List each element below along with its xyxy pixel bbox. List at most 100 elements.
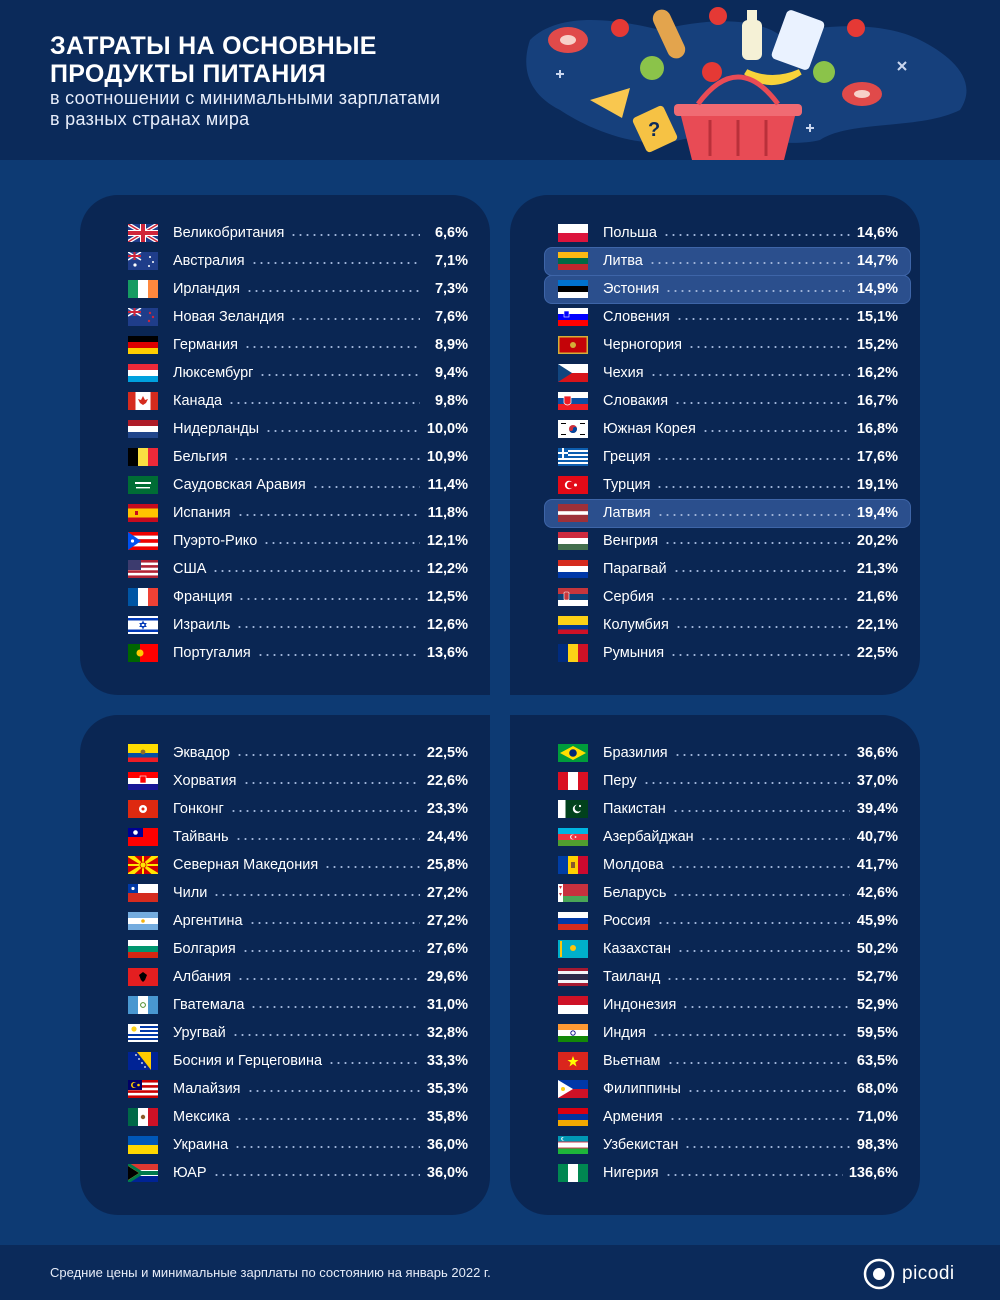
flag-au-icon <box>128 252 158 270</box>
flag-cl-icon <box>128 884 158 902</box>
data-label: 27,2% <box>426 913 468 929</box>
flag-py-icon <box>558 560 588 578</box>
flag-es-icon <box>128 504 158 522</box>
data-label: 36,6% <box>856 745 898 761</box>
country-name: Узбекистан <box>603 1137 679 1153</box>
list-item: Албания 29,6% <box>128 963 468 991</box>
country-name: Пуэрто-Рико <box>173 533 258 549</box>
country-name: Гватемала <box>173 997 245 1013</box>
data-label: 71,0% <box>856 1109 898 1125</box>
data-label: 12,5% <box>426 589 468 605</box>
dot-leader <box>673 754 850 756</box>
flag-uy-icon <box>128 1024 158 1042</box>
list-item: Парагвай 21,3% <box>558 555 898 583</box>
flag-pt-icon <box>128 644 158 662</box>
list-item: Нигерия 136,6% <box>558 1159 898 1187</box>
dot-leader <box>665 290 850 292</box>
dot-leader <box>664 1174 843 1176</box>
flag-mk-icon <box>128 856 158 874</box>
data-label: 9,4% <box>434 365 468 381</box>
dot-leader <box>672 894 850 896</box>
list-item: Южная Корея 16,8% <box>558 415 898 443</box>
list-item: Нидерланды 10,0% <box>128 415 468 443</box>
list-item: Перу 37,0% <box>558 767 898 795</box>
dot-leader <box>674 626 850 628</box>
data-label: 25,8% <box>426 857 468 873</box>
flag-md-icon <box>558 856 588 874</box>
data-label: 22,5% <box>426 745 468 761</box>
dot-leader <box>250 262 420 264</box>
flag-pl-icon <box>558 224 588 242</box>
country-name: Нигерия <box>603 1165 659 1181</box>
list-item: Литва 14,7% <box>544 247 911 276</box>
dot-leader <box>656 458 850 460</box>
flag-lt-icon <box>558 252 588 270</box>
list-item: Саудовская Аравия 11,4% <box>128 471 468 499</box>
dot-leader <box>236 626 420 628</box>
country-name: Черногория <box>603 337 682 353</box>
dot-leader <box>231 1034 420 1036</box>
country-name: Польша <box>603 225 657 241</box>
list-item: Таиланд 52,7% <box>558 963 898 991</box>
list-item: Великобритания 6,6% <box>128 219 468 247</box>
list-item: Германия 8,9% <box>128 331 468 359</box>
country-name: Люксембург <box>173 365 254 381</box>
ranking-panel-1: Великобритания 6,6% Австралия 7,1% Ирландия 7… <box>80 195 490 695</box>
list-item: Филиппины 68,0% <box>558 1075 898 1103</box>
footnote: Средние цены и минимальные зарплаты по с… <box>50 1265 491 1280</box>
data-label: 14,9% <box>856 281 898 297</box>
country-name: Босния и Герцеговина <box>173 1053 323 1069</box>
data-label: 21,6% <box>856 589 898 605</box>
flag-lu-icon <box>128 364 158 382</box>
list-item: Испания 11,8% <box>128 499 468 527</box>
flag-lv-icon <box>558 504 588 522</box>
data-label: 21,3% <box>856 561 898 577</box>
list-item: Сербия 21,6% <box>558 583 898 611</box>
data-label: 35,8% <box>426 1109 468 1125</box>
data-label: 40,7% <box>856 829 898 845</box>
dot-leader <box>669 866 850 868</box>
list-item: Гватемала 31,0% <box>128 991 468 1019</box>
data-label: 16,8% <box>856 421 898 437</box>
list-item: Болгария 27,6% <box>128 935 468 963</box>
steak-icon <box>842 82 882 106</box>
list-item: Казахстан 50,2% <box>558 935 898 963</box>
dot-leader <box>648 262 850 264</box>
country-name: Аргентина <box>173 913 243 929</box>
flag-us-icon <box>128 560 158 578</box>
flag-ie-icon <box>128 280 158 298</box>
dot-leader <box>242 782 420 784</box>
dot-leader <box>668 1118 850 1120</box>
dot-leader <box>670 654 850 656</box>
data-label: 32,8% <box>426 1025 468 1041</box>
list-item: Узбекистан 98,3% <box>558 1131 898 1159</box>
flag-my-icon <box>128 1080 158 1098</box>
list-item: Канада 9,8% <box>128 387 468 415</box>
list-item: Россия 45,9% <box>558 907 898 935</box>
country-name: Северная Македония <box>173 857 319 873</box>
list-item: Гонконг 23,3% <box>128 795 468 823</box>
flag-fr-icon <box>128 588 158 606</box>
data-label: 27,6% <box>426 941 468 957</box>
country-name: Бельгия <box>173 449 228 465</box>
country-name: Мексика <box>173 1109 230 1125</box>
dot-leader <box>671 810 850 812</box>
basket-icon <box>674 74 802 160</box>
data-label: 7,6% <box>434 309 468 325</box>
flag-ee-icon <box>558 280 588 298</box>
page-subtitle: в соотношении с минимальными зарплатами … <box>50 88 441 129</box>
flag-ba-icon <box>128 1052 158 1070</box>
data-label: 15,1% <box>856 309 898 325</box>
country-name: Израиль <box>173 617 231 633</box>
data-label: 39,4% <box>856 801 898 817</box>
data-label: 10,9% <box>426 449 468 465</box>
flag-sa-icon <box>128 476 158 494</box>
data-label: 45,9% <box>856 913 898 929</box>
picodi-logo-icon <box>863 1258 895 1290</box>
dot-leader <box>656 922 850 924</box>
flag-am-icon <box>558 1108 588 1126</box>
country-name: Сербия <box>603 589 654 605</box>
dot-leader <box>675 318 850 320</box>
country-name: Беларусь <box>603 885 667 901</box>
dot-leader <box>235 1118 420 1120</box>
